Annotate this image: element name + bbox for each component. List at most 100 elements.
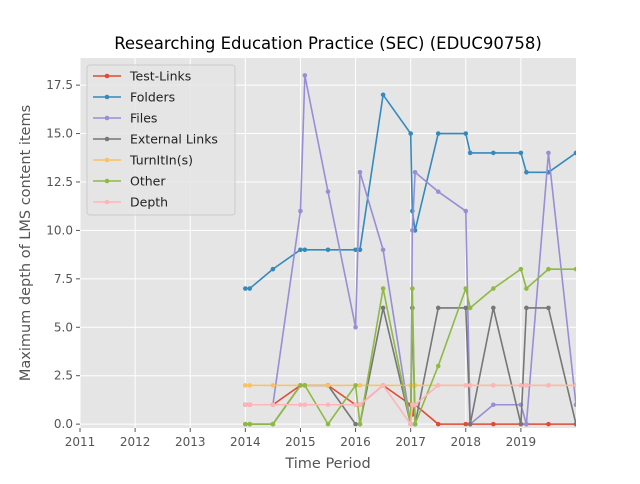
legend: Test-Links Folders Files External Links Turn… xyxy=(86,64,236,216)
legend-label: Test-Links xyxy=(129,69,191,84)
data-point-external-links xyxy=(491,305,496,311)
x-tick-label: 2016 xyxy=(340,435,371,449)
data-point-depth xyxy=(380,383,386,388)
data-point-files xyxy=(357,169,363,175)
series-layer xyxy=(243,73,576,427)
data-point-turnitin-s xyxy=(247,383,253,388)
x-tick-label: 2013 xyxy=(175,435,206,449)
y-tick-label: 0.0 xyxy=(54,417,73,431)
data-point-depth xyxy=(435,383,441,388)
data-point-external-links xyxy=(518,421,524,427)
y-tick-label: 12.5 xyxy=(46,175,73,189)
data-point-depth xyxy=(546,383,551,388)
data-point-other xyxy=(298,383,303,388)
legend-label: TurnItIn(s) xyxy=(129,153,193,168)
data-point-other xyxy=(524,286,529,291)
data-point-files xyxy=(298,208,303,214)
legend-label: Files xyxy=(130,111,157,126)
data-point-depth xyxy=(412,402,418,408)
data-point-depth xyxy=(573,383,576,388)
legend-item: Depth xyxy=(93,195,168,210)
legend-swatch-marker xyxy=(104,178,110,184)
data-point-folders xyxy=(243,286,248,291)
data-point-folders xyxy=(270,266,276,272)
data-point-folders xyxy=(357,247,363,253)
data-point-files xyxy=(435,189,441,194)
legend-swatch-marker xyxy=(104,115,110,121)
data-point-other xyxy=(573,266,576,272)
legend-item: Test-Links xyxy=(93,69,191,84)
data-point-folders xyxy=(302,247,308,253)
data-point-folders xyxy=(463,131,469,136)
series-other xyxy=(243,266,576,427)
data-point-other xyxy=(302,383,308,388)
data-point-files xyxy=(325,189,331,194)
data-point-depth xyxy=(467,383,473,388)
legend-item: Folders xyxy=(93,90,175,105)
y-tick-label: 15.0 xyxy=(46,127,73,141)
legend-label: Folders xyxy=(130,90,175,105)
data-point-folders xyxy=(518,150,524,156)
x-axis-label: Time Period xyxy=(284,456,370,472)
data-point-external-links xyxy=(435,305,441,311)
data-point-files xyxy=(573,402,576,408)
legend-swatch-marker xyxy=(104,199,110,205)
data-point-other xyxy=(353,383,358,388)
data-point-external-links xyxy=(380,305,386,311)
data-point-other xyxy=(491,286,496,291)
data-point-turnitin-s xyxy=(357,383,363,388)
data-point-depth xyxy=(243,402,248,408)
data-point-depth xyxy=(524,383,529,388)
data-point-folders xyxy=(524,169,529,175)
x-tick-label: 2014 xyxy=(230,435,261,449)
data-point-folders xyxy=(247,286,253,291)
data-point-external-links xyxy=(524,305,529,311)
data-point-depth xyxy=(491,383,496,388)
y-tick-label: 5.0 xyxy=(54,320,73,334)
y-tick-label: 7.5 xyxy=(54,272,73,286)
legend-item: TurnItIn(s) xyxy=(93,153,193,168)
data-point-other xyxy=(412,421,418,427)
data-point-depth xyxy=(463,383,469,388)
x-tick-label: 2017 xyxy=(395,435,426,449)
data-point-other xyxy=(243,421,248,427)
data-point-other xyxy=(410,286,415,291)
x-axis-ticks: 2011 2012 2013 2014 2015 2016 2017 2018 2019 xyxy=(65,428,536,449)
data-point-files xyxy=(412,169,418,175)
data-point-folders xyxy=(467,150,473,156)
data-point-other xyxy=(357,421,363,427)
data-point-external-links xyxy=(463,305,469,311)
data-point-test-links xyxy=(463,421,469,427)
data-point-turnitin-s xyxy=(325,383,331,388)
data-point-folders xyxy=(573,150,576,156)
legend-swatch-marker xyxy=(104,157,110,163)
data-point-depth xyxy=(302,402,308,408)
legend-swatch-marker xyxy=(104,73,110,79)
data-point-folders xyxy=(435,131,441,136)
data-point-test-links xyxy=(491,421,496,427)
data-point-other xyxy=(247,421,253,427)
data-point-folders xyxy=(408,131,413,136)
legend-swatch-marker xyxy=(104,136,110,142)
x-tick-label: 2015 xyxy=(285,435,316,449)
data-point-external-links xyxy=(353,421,358,427)
data-point-folders xyxy=(380,92,386,98)
x-tick-label: 2018 xyxy=(451,435,482,449)
data-point-other xyxy=(546,266,551,272)
data-point-files xyxy=(546,150,551,156)
data-point-other xyxy=(380,286,386,291)
data-point-folders xyxy=(325,247,331,253)
legend-label: External Links xyxy=(130,132,218,147)
data-point-files xyxy=(524,421,529,427)
data-point-folders xyxy=(353,247,358,253)
data-point-folders xyxy=(491,150,496,156)
data-point-files xyxy=(353,324,358,330)
data-point-turnitin-s xyxy=(243,383,248,388)
data-point-depth xyxy=(325,402,331,408)
legend-box xyxy=(86,64,236,216)
data-point-other xyxy=(270,421,276,427)
data-point-other xyxy=(518,266,524,272)
data-point-files xyxy=(491,402,496,408)
